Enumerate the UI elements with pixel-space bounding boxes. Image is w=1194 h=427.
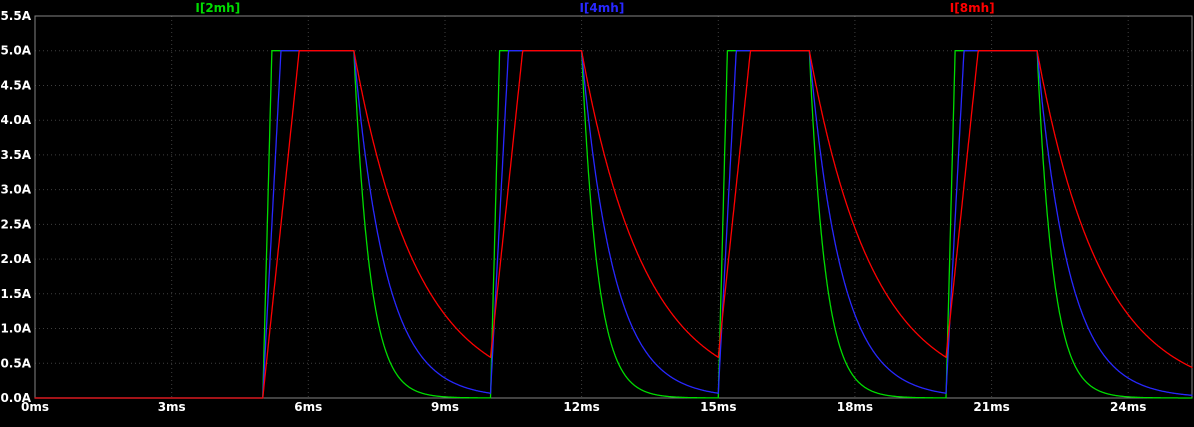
legend-label-i4mh[interactable]: I[4mh] bbox=[579, 1, 624, 15]
x-tick-label: 15ms bbox=[700, 400, 736, 414]
trace-i4mh[interactable] bbox=[34, 50, 1193, 399]
y-tick-label: 2.5A bbox=[0, 217, 31, 231]
y-tick-label: 2.0A bbox=[0, 252, 31, 266]
y-tick-label: 5.5A bbox=[0, 9, 31, 23]
x-tick-label: 21ms bbox=[973, 400, 1009, 414]
grid-lines bbox=[35, 16, 1192, 398]
plot-border bbox=[34, 15, 1193, 399]
x-tick-label: 12ms bbox=[563, 400, 599, 414]
legend-label-i8mh[interactable]: I[8mh] bbox=[950, 1, 995, 15]
x-tick-label: 24ms bbox=[1110, 400, 1146, 414]
legend-label-i2mh[interactable]: I[2mh] bbox=[195, 1, 240, 15]
x-tick-label: 6ms bbox=[294, 400, 322, 414]
trace-i2mh[interactable] bbox=[34, 50, 1193, 399]
y-tick-label: 3.0A bbox=[0, 183, 31, 197]
plot-border-rect bbox=[34, 15, 1193, 399]
y-tick-label: 3.5A bbox=[0, 148, 31, 162]
trace-i8mh[interactable] bbox=[34, 50, 1193, 399]
y-tick-label: 0.0A bbox=[0, 391, 31, 405]
traces bbox=[34, 50, 1193, 399]
legend: I[2mh] I[4mh] I[8mh] bbox=[195, 1, 994, 15]
y-tick-label: 1.0A bbox=[0, 322, 31, 336]
y-tick-label: 1.5A bbox=[0, 287, 31, 301]
y-tick-label: 4.0A bbox=[0, 113, 31, 127]
y-tick-label: 4.5A bbox=[0, 79, 31, 93]
x-tick-label: 3ms bbox=[158, 400, 186, 414]
y-tick-label: 0.5A bbox=[0, 356, 31, 370]
y-tick-label: 5.0A bbox=[0, 44, 31, 58]
x-tick-label: 9ms bbox=[431, 400, 459, 414]
x-tick-label: 18ms bbox=[837, 400, 873, 414]
y-axis-labels: 0.0A 0.5A 1.0A 1.5A 2.0A 2.5A 3.0A 3.5A 4.0A 4.5A… bbox=[0, 9, 31, 405]
x-axis-labels: 0ms 3ms 6ms 9ms 12ms 15ms 18ms 21ms 24ms bbox=[21, 400, 1146, 414]
x-tick-label: 0ms bbox=[21, 400, 49, 414]
